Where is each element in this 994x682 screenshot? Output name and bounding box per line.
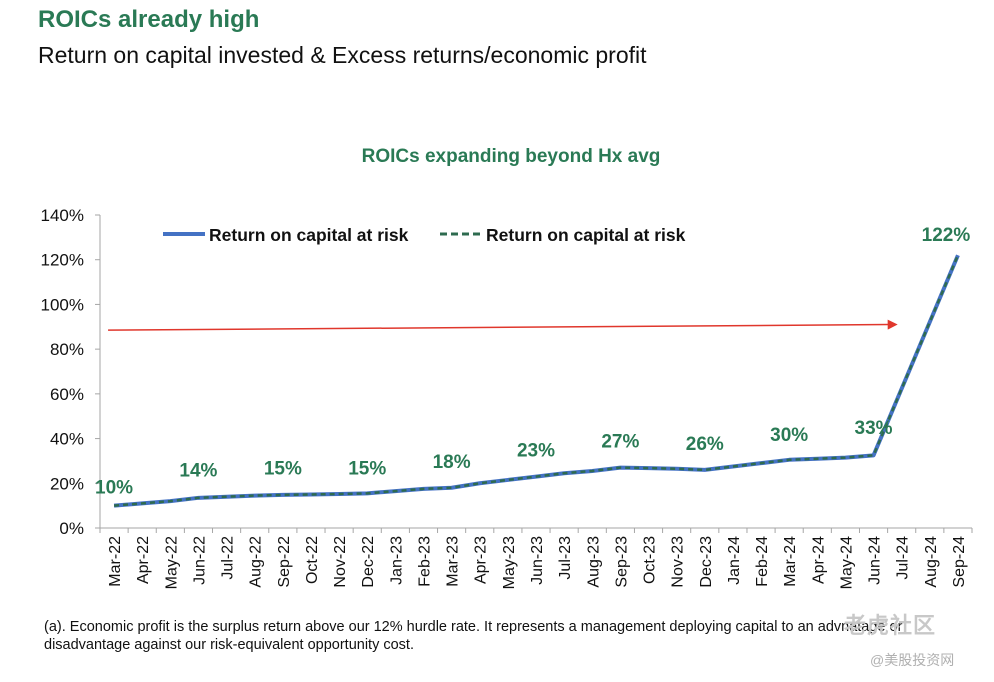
x-tick-label: Dec-23 bbox=[698, 536, 715, 588]
y-tick-label: 20% bbox=[50, 474, 84, 493]
x-tick-label: Oct-23 bbox=[642, 536, 659, 584]
x-tick-label: Jul-23 bbox=[557, 536, 574, 580]
data-label: 14% bbox=[179, 461, 217, 482]
x-tick-label: Apr-24 bbox=[810, 536, 827, 584]
x-tick-label: Aug-24 bbox=[923, 536, 940, 588]
slide-subtitle: Return on capital invested & Excess retu… bbox=[38, 42, 647, 68]
legend-label-solid: Return on capital at risk bbox=[209, 225, 409, 245]
y-tick-label: 60% bbox=[50, 385, 84, 404]
y-tick-label: 40% bbox=[50, 430, 84, 449]
y-tick-label: 100% bbox=[41, 295, 84, 314]
y-tick-label: 140% bbox=[41, 206, 84, 225]
data-label: 10% bbox=[95, 478, 133, 499]
x-tick-label: Apr-22 bbox=[135, 536, 152, 584]
data-label: 33% bbox=[855, 418, 893, 439]
x-tick-label: Feb-24 bbox=[754, 536, 771, 587]
x-tick-label: Dec-22 bbox=[360, 536, 377, 588]
x-tick-label: May-24 bbox=[838, 536, 855, 589]
x-tick-label: May-23 bbox=[501, 536, 518, 589]
legend-label-dashed: Return on capital at risk bbox=[486, 225, 686, 245]
x-tick-label: Oct-22 bbox=[304, 536, 321, 584]
y-tick-label: 80% bbox=[50, 340, 84, 359]
data-label: 30% bbox=[770, 425, 808, 446]
data-label: 27% bbox=[601, 432, 639, 453]
x-tick-label: Mar-24 bbox=[782, 536, 799, 587]
data-label: 26% bbox=[686, 434, 724, 455]
x-tick-label: Sep-22 bbox=[276, 536, 293, 588]
x-tick-label: Jul-24 bbox=[895, 536, 912, 580]
footnote: (a). Economic profit is the surplus retu… bbox=[44, 619, 903, 653]
series-line-dashed bbox=[113, 254, 960, 507]
y-tick-label: 120% bbox=[41, 251, 84, 270]
x-tick-label: Aug-23 bbox=[585, 536, 602, 588]
x-tick-label: May-22 bbox=[163, 536, 180, 589]
x-tick-label: Mar-23 bbox=[445, 536, 462, 587]
data-label: 15% bbox=[264, 458, 302, 479]
series-line-solid bbox=[113, 254, 960, 508]
slide-title: ROICs already high bbox=[38, 6, 260, 33]
x-tick-label: Sep-23 bbox=[613, 536, 630, 588]
x-tick-label: Jul-22 bbox=[220, 536, 237, 580]
data-label: 18% bbox=[433, 452, 471, 473]
x-tick-label: Jun-24 bbox=[867, 536, 884, 585]
annotation-arrow-line bbox=[108, 323, 890, 331]
x-tick-label: Jan-23 bbox=[388, 536, 405, 585]
x-tick-label: Aug-22 bbox=[248, 536, 265, 588]
x-tick-label: Nov-22 bbox=[332, 536, 349, 588]
data-label: 15% bbox=[348, 458, 386, 479]
data-label: 23% bbox=[517, 441, 555, 462]
watermark-logo: 老虎社区 bbox=[844, 613, 937, 638]
x-tick-label: Jun-23 bbox=[529, 536, 546, 585]
x-tick-label: Sep-24 bbox=[951, 536, 968, 588]
x-tick-label: Mar-22 bbox=[107, 536, 124, 587]
x-tick-label: Feb-23 bbox=[416, 536, 433, 587]
x-tick-label: Jan-24 bbox=[726, 536, 743, 585]
x-tick-label: Jun-22 bbox=[191, 536, 208, 585]
chart-title: ROICs expanding beyond Hx avg bbox=[362, 146, 661, 167]
data-label: 122% bbox=[922, 225, 971, 246]
watermark-handle: @美股投资网 bbox=[870, 652, 955, 668]
y-tick-label: 0% bbox=[59, 519, 84, 538]
x-tick-label: Nov-23 bbox=[670, 536, 687, 588]
annotation-arrow-head bbox=[887, 319, 898, 330]
x-tick-label: Apr-23 bbox=[473, 536, 490, 584]
